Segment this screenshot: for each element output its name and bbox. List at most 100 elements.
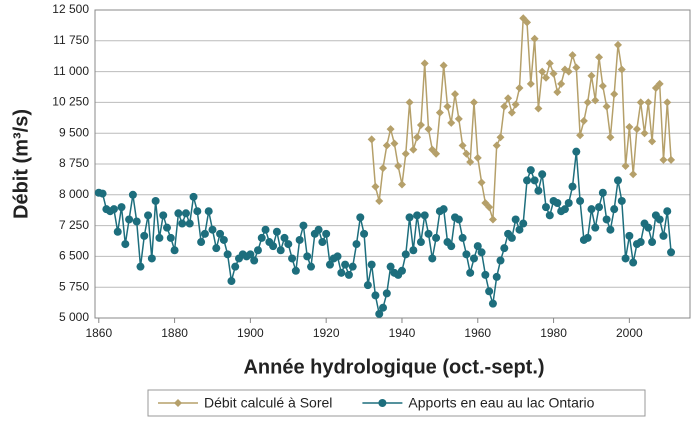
marker: [405, 213, 414, 222]
marker: [610, 90, 619, 99]
marker: [352, 240, 361, 249]
marker: [583, 233, 592, 242]
marker: [166, 233, 175, 242]
marker: [197, 238, 206, 247]
marker: [155, 233, 164, 242]
marker: [511, 100, 520, 109]
marker: [598, 188, 607, 197]
marker: [367, 135, 376, 144]
marker: [397, 266, 406, 275]
marker: [572, 147, 581, 156]
marker: [526, 79, 535, 88]
marker: [568, 182, 577, 191]
marker: [375, 196, 384, 205]
marker: [299, 221, 308, 230]
marker: [303, 252, 312, 261]
y-tick-label: 9 500: [59, 125, 89, 139]
x-tick-label: 1920: [313, 326, 340, 340]
marker: [439, 205, 448, 214]
marker: [231, 262, 240, 271]
marker: [257, 233, 266, 242]
y-tick-label: 10 250: [52, 95, 89, 109]
marker: [595, 53, 604, 62]
marker: [397, 180, 406, 189]
marker: [523, 176, 532, 185]
y-tick-label: 8 750: [59, 156, 89, 170]
marker: [128, 190, 137, 199]
marker: [557, 79, 566, 88]
marker: [322, 229, 331, 238]
y-axis-label: Débit (m³/s): [10, 109, 32, 219]
marker: [416, 238, 425, 247]
marker: [208, 225, 217, 234]
marker: [109, 205, 118, 214]
marker: [356, 213, 365, 222]
marker: [507, 233, 516, 242]
marker: [333, 252, 342, 261]
marker: [591, 223, 600, 232]
marker: [606, 225, 615, 234]
marker: [291, 266, 300, 275]
x-tick-label: 1960: [464, 326, 491, 340]
marker: [572, 63, 581, 72]
marker: [458, 233, 467, 242]
marker: [538, 67, 547, 76]
marker: [117, 203, 126, 212]
marker: [659, 155, 668, 164]
marker: [253, 246, 262, 255]
marker: [545, 211, 554, 220]
marker: [401, 149, 410, 158]
marker: [648, 137, 657, 146]
marker: [458, 141, 467, 150]
marker: [375, 309, 384, 318]
marker: [409, 145, 418, 154]
marker: [174, 399, 182, 407]
marker: [447, 118, 456, 127]
series-line: [370, 16, 672, 220]
marker: [227, 277, 236, 286]
marker: [636, 238, 645, 247]
marker: [454, 215, 463, 224]
y-tick-label: 5 750: [59, 279, 89, 293]
marker: [659, 231, 668, 240]
marker: [655, 79, 664, 88]
marker: [307, 262, 316, 271]
y-tick-label: 12 500: [52, 2, 89, 16]
marker: [223, 250, 232, 259]
marker: [526, 166, 535, 175]
marker: [610, 205, 619, 214]
marker: [409, 246, 418, 255]
y-tick-label: 11 750: [53, 33, 89, 47]
marker: [553, 88, 562, 97]
marker: [363, 281, 372, 290]
marker: [325, 260, 334, 269]
x-tick-label: 1980: [540, 326, 567, 340]
marker: [405, 98, 414, 107]
marker: [636, 98, 645, 107]
y-tick-label: 8 000: [59, 187, 89, 201]
marker: [644, 98, 653, 107]
marker: [367, 260, 376, 269]
marker: [469, 98, 478, 107]
marker: [337, 268, 346, 277]
marker: [466, 268, 475, 277]
marker: [379, 303, 388, 312]
marker: [394, 162, 403, 171]
marker: [140, 231, 149, 240]
marker: [341, 260, 350, 269]
marker: [500, 244, 509, 253]
marker: [617, 196, 626, 205]
marker: [602, 102, 611, 111]
plot-frame: [94, 9, 691, 319]
marker: [250, 256, 259, 265]
y-tick-label: 7 250: [59, 218, 89, 232]
marker: [595, 203, 604, 212]
x-axis-label: Année hydrologique (oct.-sept.): [243, 356, 544, 378]
marker: [530, 34, 539, 43]
marker: [576, 196, 585, 205]
marker: [473, 153, 482, 162]
marker: [439, 61, 448, 70]
marker: [178, 219, 187, 228]
marker: [663, 98, 672, 107]
x-tick-label: 2000: [616, 326, 643, 340]
